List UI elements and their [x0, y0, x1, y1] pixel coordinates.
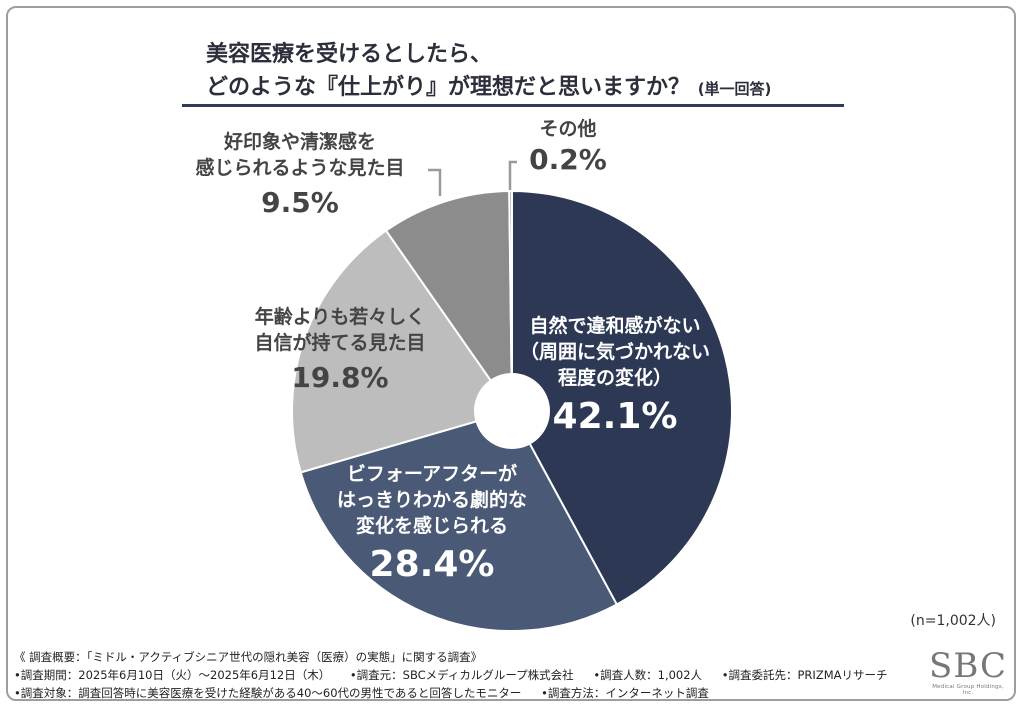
footer-source: •調査元：SBCメディカルグループ株式会社 — [349, 668, 574, 682]
pie-slice-4 — [384, 190, 514, 415]
donut-hole — [474, 373, 550, 449]
title-line-2: どのような『仕上がり』が理想だと思いますか？ (単一回答) — [206, 71, 771, 106]
leader-line-slice-5 — [508, 160, 517, 190]
slice-1-category-line-2: （周囲に気づかれない — [520, 340, 710, 363]
footer-period: •調査期間：2025年6月10日（火）〜2025年6月12日（木） — [14, 668, 331, 682]
footer-row-3: •調査対象：調査回答時に美容医療を受けた経験がある40〜60代の男性であると回答… — [14, 684, 888, 702]
footer-method: •調査方法：インターネット調査 — [541, 686, 709, 700]
slice-5-category-line-1: その他 — [539, 117, 596, 140]
sample-size: (n=1,002人) — [910, 613, 996, 629]
slice-1-percent-label: 42.1% — [553, 396, 678, 437]
pie-slice-3 — [291, 229, 514, 474]
logo-mark: SBC — [929, 646, 1007, 686]
slice-2-percent-label: 28.4% — [370, 544, 495, 585]
pie-slice-2 — [299, 409, 619, 632]
footer-contractor: •調査委託先：PRIZMAリサーチ — [721, 668, 888, 682]
title-question: どのような『仕上がり』が理想だと思いますか？ — [206, 75, 691, 100]
slice-1-category-line-3: 程度の変化） — [558, 366, 672, 389]
slice-2-category-line-2: はっきりわかる劇的な — [337, 488, 527, 511]
footer-survey-title: 《 調査概要：「ミドル・アクティブシニア世代の隠れ美容（医療）の実態」に関する調… — [14, 650, 483, 664]
footer-respondents: •調査人数：1,002人 — [593, 668, 703, 682]
footer-row-2: •調査期間：2025年6月10日（火）〜2025年6月12日（木） •調査元：S… — [14, 666, 888, 684]
title-line-1: 美容医療を受けるとしたら、 — [206, 42, 493, 67]
pie-slice-1 — [511, 189, 733, 606]
answer-type-note: (単一回答) — [697, 80, 772, 98]
pie-slice-5 — [508, 189, 513, 412]
slice-2-category-line-3: 変化を感じられる — [356, 514, 508, 537]
slice-5-percent-label: 0.2% — [529, 143, 607, 176]
slice-3-category-line-1: 年齢よりも若々しく — [255, 305, 426, 328]
logo-subtitle: Medical Group Holdings, Inc. — [932, 684, 1004, 696]
footer-target: •調査対象：調査回答時に美容医療を受けた経験がある40〜60代の男性であると回答… — [14, 686, 522, 700]
leader-line-slice-4 — [428, 168, 442, 196]
chart-title: 美容医療を受けるとしたら、 どのような『仕上がり』が理想だと思いますか？ (単一… — [206, 38, 771, 106]
survey-footer: 《 調査概要：「ミドル・アクティブシニア世代の隠れ美容（医療）の実態」に関する調… — [14, 648, 888, 702]
slice-3-percent-label: 19.8% — [291, 361, 388, 394]
title-underline — [182, 104, 844, 107]
sbc-logo: SBC Medical Group Holdings, Inc. — [928, 648, 1008, 696]
slice-2-category-line-1: ビフォーアフターが — [347, 462, 517, 485]
slice-4-percent-label: 9.5% — [261, 186, 339, 219]
slice-1-category-line-1: 自然で違和感がない — [529, 314, 700, 337]
slice-3-category-line-2: 自信が持てる見た目 — [254, 331, 425, 354]
slice-4-category-line-1: 好印象や清潔感を — [223, 130, 376, 153]
slice-4-category-line-2: 感じられるような見た目 — [195, 156, 404, 179]
